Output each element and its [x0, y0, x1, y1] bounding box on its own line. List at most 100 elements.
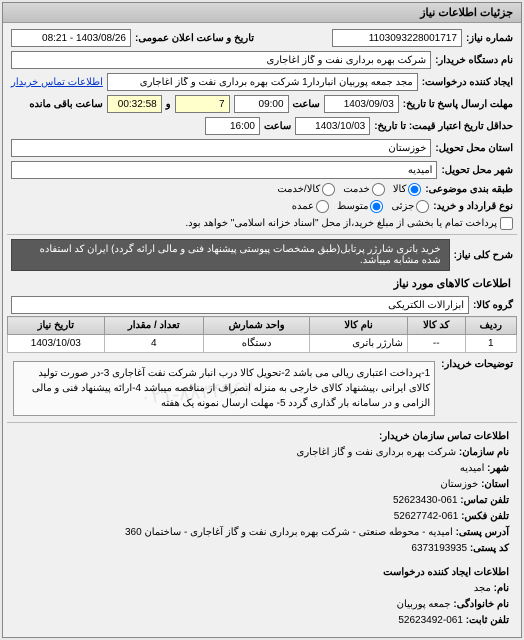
province-label: استان محل تحویل: — [435, 143, 513, 154]
requester-contact-block: اطلاعات ایجاد کننده درخواست نام: مجد نام… — [7, 561, 517, 633]
cell-unit: دستگاه — [203, 335, 309, 353]
org-name: شرکت بهره برداری نفت و گاز اغاجاری — [297, 447, 457, 458]
contract-type-label: نوع قرارداد و خرید: — [433, 201, 513, 212]
remaining-label: ساعت باقی مانده — [29, 99, 102, 110]
row-price-deadline: حداقل تاریخ اعتبار قیمت: تا تاریخ: ساعت — [7, 115, 517, 137]
cat-goods-label: کالا — [393, 184, 407, 195]
city-label: شهر محل تحویل: — [441, 165, 513, 176]
announce-label: تاریخ و ساعت اعلان عمومی: — [135, 33, 254, 44]
cell-row-no: 1 — [465, 335, 516, 353]
creator-input[interactable] — [107, 73, 418, 91]
cat-goods-service-radio[interactable] — [322, 183, 335, 196]
row-creator: ایجاد کننده درخواست: اطلاعات تماس خریدار — [7, 71, 517, 93]
row-description: توضیحات خریدار: 1-پرداخت اعتباری ریالی م… — [7, 357, 517, 420]
time-label-2: ساعت — [264, 121, 291, 132]
need-no-input[interactable] — [332, 29, 462, 47]
req-contact-header: اطلاعات ایجاد کننده درخواست — [15, 565, 509, 581]
price-time-input[interactable] — [205, 117, 260, 135]
col-name: نام کالا — [310, 317, 408, 335]
req-lname: جمعه پوربیان — [397, 599, 451, 610]
row-city: شهر محل تحویل: — [7, 159, 517, 181]
pay-note-checkbox[interactable] — [500, 217, 513, 230]
table-header-row: ردیف کد کالا نام کالا واحد شمارش تعداد /… — [8, 317, 517, 335]
org-contact-header: اطلاعات تماس سازمان خریدار: — [15, 429, 509, 445]
goods-group-label: گروه کالا: — [473, 300, 513, 311]
row-goods-group: گروه کالا: — [7, 294, 517, 316]
category-label: طبقه بندی موضوعی: — [425, 184, 513, 195]
time-label-1: ساعت — [293, 99, 320, 110]
org-city-label: شهر: — [487, 463, 509, 474]
cell-name: شارژر باتری — [310, 335, 408, 353]
req-tel: 061-52623492 — [398, 615, 463, 626]
row-province: استان محل تحویل: — [7, 137, 517, 159]
org-name-label: نام سازمان: — [459, 447, 509, 458]
table-row[interactable]: 1 -- شارژر باتری دستگاه 4 1403/10/03 — [8, 335, 517, 353]
description-box: 1-پرداخت اعتباری ریالی می باشد 2-تحویل ک… — [13, 361, 435, 416]
col-date: تاریخ نیاز — [8, 317, 105, 335]
deadline-label: مهلت ارسال پاسخ تا تاریخ: — [403, 99, 513, 110]
price-deadline-label: حداقل تاریخ اعتبار قیمت: تا تاریخ: — [374, 121, 513, 132]
announce-input[interactable] — [11, 29, 131, 47]
contact-link[interactable]: اطلاعات تماس خریدار — [11, 77, 103, 88]
col-row-no: ردیف — [465, 317, 516, 335]
cat-service-radio[interactable] — [372, 183, 385, 196]
description-label: توضیحات خریدار: — [441, 359, 513, 370]
org-fax-label: تلفن فکس: — [461, 511, 509, 522]
row-buyer: نام دستگاه خریدار: — [7, 49, 517, 71]
pay-note-label: پرداخت تمام یا بخشی از مبلغ خرید،از محل … — [185, 218, 497, 229]
row-contract-type: نوع قرارداد و خرید: جزئی متوسط عمده پردا… — [7, 198, 517, 232]
buyer-input[interactable] — [11, 51, 431, 69]
cell-date: 1403/10/03 — [8, 335, 105, 353]
city-input[interactable] — [11, 161, 437, 179]
col-qty: تعداد / مقدار — [104, 317, 203, 335]
creator-label: ایجاد کننده درخواست: — [422, 77, 513, 88]
remaining-days-input[interactable] — [175, 95, 230, 113]
title-text: خرید باتری شارژر پرتابل(طبق مشخصات پیوست… — [11, 239, 450, 271]
col-unit: واحد شمارش — [203, 317, 309, 335]
cat-service-label: خدمت — [343, 184, 370, 195]
org-addr-label: آدرس پستی: — [456, 527, 509, 538]
need-no-label: شماره نیاز: — [466, 33, 513, 44]
cell-code: -- — [407, 335, 465, 353]
row-deadline: مهلت ارسال پاسخ تا تاریخ: ساعت و ساعت با… — [7, 93, 517, 115]
req-fname: مجد — [474, 583, 491, 594]
deadline-date-input[interactable] — [324, 95, 399, 113]
details-panel: جزئیات اطلاعات نیاز شماره نیاز: تاریخ و … — [2, 2, 522, 638]
org-contact-block: اطلاعات تماس سازمان خریدار: نام سازمان: … — [7, 425, 517, 561]
goods-table: ردیف کد کالا نام کالا واحد شمارش تعداد /… — [7, 316, 517, 353]
panel-body: شماره نیاز: تاریخ و ساعت اعلان عمومی: نا… — [3, 23, 521, 637]
buyer-label: نام دستگاه خریدار: — [435, 55, 513, 66]
deadline-time-input[interactable] — [234, 95, 289, 113]
org-zip-label: کد پستی: — [470, 543, 509, 554]
ct-medium-radio[interactable] — [370, 200, 383, 213]
org-tel-label: تلفن تماس: — [460, 495, 509, 506]
org-tel: 061-52623430 — [393, 495, 458, 506]
org-city: امیدیه — [460, 463, 485, 474]
org-zip: 6373193935 — [411, 543, 467, 554]
ct-large-label: عمده — [292, 201, 314, 212]
goods-group-input[interactable] — [11, 296, 469, 314]
price-date-input[interactable] — [295, 117, 370, 135]
org-addr: امیدیه - محوطه صنعتی - شرکت بهره برداری … — [125, 527, 453, 538]
ct-small-radio[interactable] — [416, 200, 429, 213]
ct-small-label: جزئی — [391, 201, 414, 212]
org-fax: 061-52627742 — [394, 511, 459, 522]
req-fname-label: نام: — [494, 583, 509, 594]
org-province-label: استان: — [481, 479, 509, 490]
row-category: طبقه بندی موضوعی: کالا خدمت کالا/خدمت — [7, 181, 517, 198]
cat-goods-radio[interactable] — [408, 183, 421, 196]
province-input[interactable] — [11, 139, 431, 157]
cell-qty: 4 — [104, 335, 203, 353]
cat-goods-service-label: کالا/خدمت — [277, 184, 320, 195]
req-lname-label: نام خانوادگی: — [453, 599, 509, 610]
remaining-clock-input[interactable] — [107, 95, 162, 113]
org-province: خوزستان — [440, 479, 478, 490]
ct-large-radio[interactable] — [316, 200, 329, 213]
description-text: 1-پرداخت اعتباری ریالی می باشد 2-تحویل ک… — [32, 368, 430, 409]
row-need-no: شماره نیاز: تاریخ و ساعت اعلان عمومی: — [7, 27, 517, 49]
panel-title: جزئیات اطلاعات نیاز — [3, 3, 521, 23]
col-code: کد کالا — [407, 317, 465, 335]
goods-section-header: اطلاعات کالاهای مورد نیاز — [7, 273, 517, 294]
and-label: و — [166, 99, 171, 110]
title-label: شرح کلی نیاز: — [454, 250, 513, 261]
